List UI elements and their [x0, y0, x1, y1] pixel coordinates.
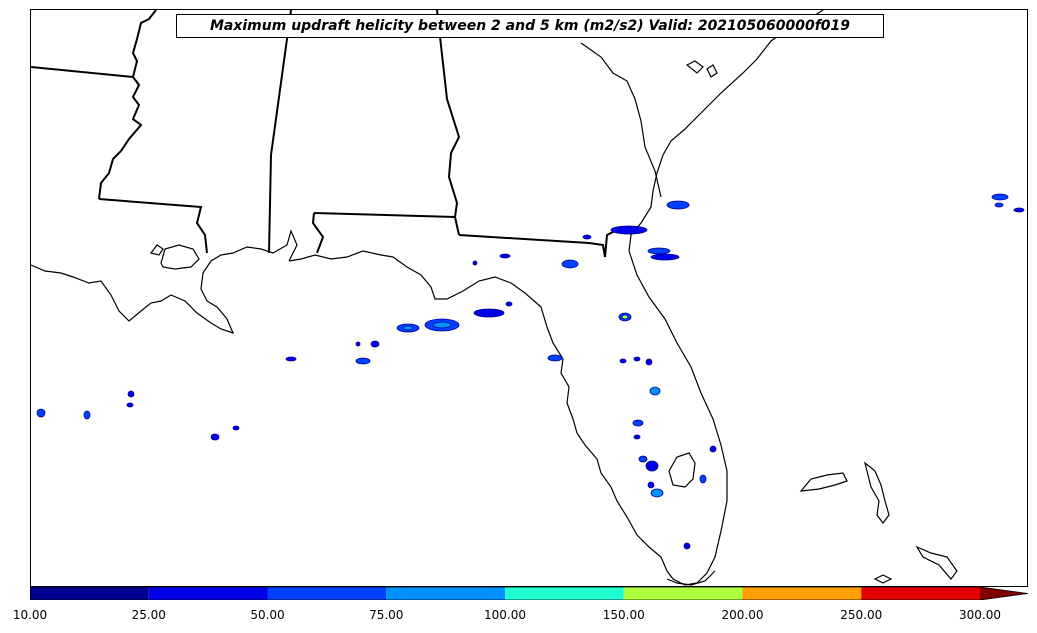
border-ar-la — [31, 66, 134, 78]
colorbar-tick-label: 200.00 — [721, 608, 764, 622]
border-al-ga — [436, 10, 461, 236]
border-al-fl-coast — [311, 212, 325, 254]
border-ga-fl — [458, 228, 620, 258]
lake-pontchartrain — [160, 244, 200, 270]
helicity-cell — [547, 354, 563, 362]
island-bahamas-3 — [915, 545, 958, 580]
helicity-cell — [473, 308, 505, 318]
coastlines — [31, 10, 958, 586]
colorbar-tick-label: 300.00 — [959, 608, 1001, 622]
helicity-cell — [619, 358, 627, 364]
colorbar-tick-label: 75.00 — [369, 608, 404, 622]
helicity-cell — [638, 455, 648, 463]
helicity-cell — [647, 481, 655, 489]
border-la-ms — [98, 198, 208, 254]
helicity-cell — [126, 402, 134, 408]
helicity-cell — [127, 390, 135, 398]
border-ms-al — [268, 10, 292, 254]
state-borders — [31, 10, 620, 258]
helicity-cell — [472, 260, 478, 266]
helicity-cell — [499, 253, 511, 259]
island-bahamas-4 — [873, 574, 893, 584]
helicity-cell — [402, 325, 414, 331]
lake-okeechobee — [668, 452, 696, 488]
helicity-cell — [432, 321, 452, 329]
map-panel — [30, 9, 1028, 587]
helicity-cell — [666, 200, 690, 210]
helicity-cell — [370, 340, 380, 348]
helicity-cell — [709, 445, 717, 453]
helicity-contours — [36, 193, 1025, 550]
helicity-cell — [683, 542, 691, 550]
florida-keys — [666, 570, 716, 586]
colorbar-segment — [623, 587, 743, 600]
helicity-cell — [355, 357, 371, 365]
border-al-fl — [313, 212, 456, 218]
coast-gulf-central — [31, 229, 298, 334]
helicity-cell — [633, 356, 641, 362]
border-ga-sc — [580, 42, 662, 198]
colorbar-tick-labels: 10.00 25.00 50.00 75.00 100.00 150.00 200.00 25… — [0, 600, 1037, 630]
colorbar-tick-label: 25.00 — [131, 608, 166, 622]
colorbar-segment — [861, 587, 980, 600]
helicity-cell — [645, 358, 653, 366]
colorbar-tick-label: 10.00 — [12, 608, 48, 622]
colorbar-tick-label: 250.00 — [840, 608, 883, 622]
colorbar-segment — [30, 587, 149, 600]
colorbar-segment — [386, 587, 505, 600]
helicity-cell — [621, 314, 629, 320]
helicity-cell — [83, 410, 91, 420]
colorbar — [30, 587, 1028, 600]
helicity-cell — [505, 301, 513, 307]
colorbar-segment — [742, 587, 862, 600]
helicity-cell — [633, 434, 641, 440]
island-ga-2 — [706, 64, 718, 78]
coast-atlantic-north — [628, 10, 824, 252]
helicity-cell — [650, 253, 680, 261]
island-bahamas-1 — [799, 472, 848, 492]
helicity-cell — [650, 488, 664, 498]
colorbar-tick-label: 50.00 — [250, 608, 285, 622]
colorbar-tick-label: 150.00 — [602, 608, 645, 622]
helicity-cell — [1013, 207, 1025, 213]
colorbar-segment — [148, 587, 268, 600]
helicity-cell — [991, 193, 1009, 201]
helicity-cell — [645, 460, 659, 472]
island-bahamas-2 — [863, 461, 890, 524]
helicity-cell — [210, 433, 220, 441]
helicity-cell — [994, 202, 1004, 208]
border-ms-river — [98, 10, 157, 200]
colorbar-segment — [267, 587, 387, 600]
helicity-cell — [36, 408, 46, 418]
coast-florida-west — [288, 250, 668, 572]
island-ga — [685, 60, 704, 74]
helicity-cell — [649, 386, 661, 396]
helicity-cell — [610, 225, 648, 235]
helicity-cell — [699, 474, 707, 484]
helicity-cell — [355, 341, 361, 347]
colorbar-segment — [505, 587, 624, 600]
coast-florida-east — [628, 250, 728, 586]
helicity-cell — [647, 247, 671, 255]
colorbar-extend-arrow — [980, 587, 1028, 600]
helicity-cell — [232, 425, 240, 431]
map-canvas — [31, 10, 1025, 586]
helicity-cell — [561, 259, 579, 269]
map-title: Maximum updraft helicity between 2 and 5… — [176, 14, 884, 38]
colorbar-tick-label: 100.00 — [484, 608, 526, 622]
lake-small — [149, 244, 164, 256]
helicity-cell — [582, 234, 592, 240]
helicity-cell — [285, 356, 297, 362]
colorbar-outline — [30, 587, 1028, 600]
helicity-cell — [632, 419, 644, 427]
